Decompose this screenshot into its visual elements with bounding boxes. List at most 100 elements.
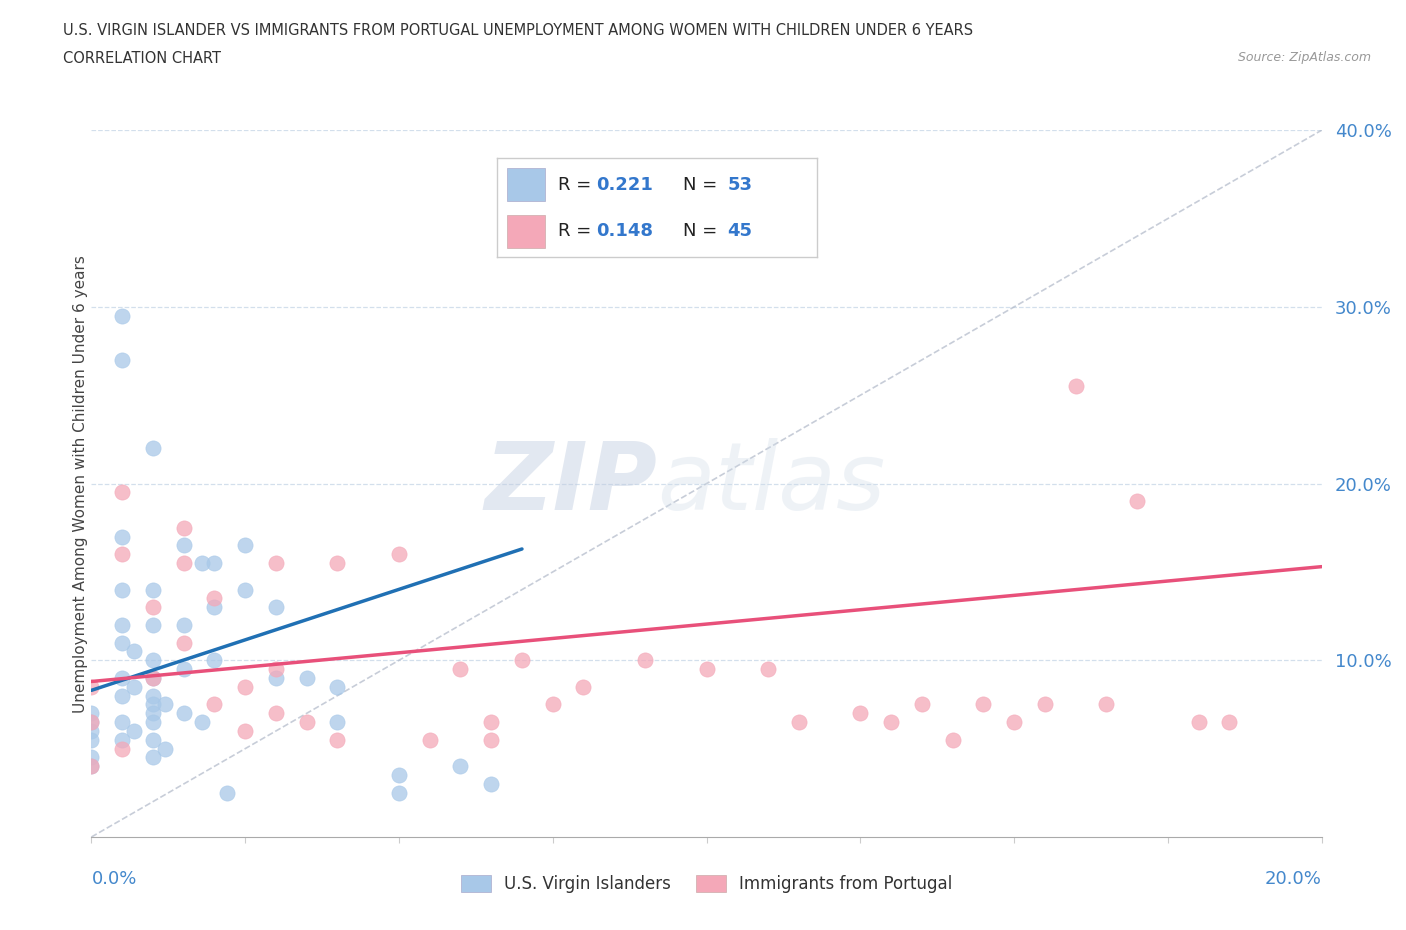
Legend: U.S. Virgin Islanders, Immigrants from Portugal: U.S. Virgin Islanders, Immigrants from P… — [454, 868, 959, 899]
Point — [142, 618, 165, 632]
Point — [479, 777, 502, 791]
Point — [173, 538, 195, 552]
Point — [142, 441, 165, 456]
Point — [880, 714, 903, 729]
Point — [388, 785, 411, 800]
Point — [202, 600, 225, 615]
Point — [1002, 714, 1025, 729]
Point — [80, 714, 103, 729]
Point — [111, 529, 134, 544]
Point — [153, 741, 177, 756]
Point — [80, 759, 103, 774]
Point — [326, 556, 349, 571]
Point — [264, 556, 287, 571]
Text: atlas: atlas — [657, 438, 886, 529]
Point — [142, 750, 165, 764]
Point — [142, 671, 165, 685]
Point — [142, 653, 165, 668]
Point — [1064, 379, 1087, 394]
Point — [264, 600, 287, 615]
Point — [388, 768, 411, 783]
Point — [111, 688, 134, 703]
Point — [111, 582, 134, 597]
Point — [202, 556, 225, 571]
Point — [142, 706, 165, 721]
Text: ZIP: ZIP — [485, 438, 657, 529]
Point — [80, 706, 103, 721]
Text: 20.0%: 20.0% — [1265, 870, 1322, 887]
Point — [111, 671, 134, 685]
Text: CORRELATION CHART: CORRELATION CHART — [63, 51, 221, 66]
Point — [572, 679, 595, 694]
Point — [911, 698, 934, 712]
Point — [202, 698, 225, 712]
Point — [215, 785, 238, 800]
Point — [124, 644, 146, 658]
Point — [479, 733, 502, 748]
Y-axis label: Unemployment Among Women with Children Under 6 years: Unemployment Among Women with Children U… — [73, 255, 87, 712]
Point — [972, 698, 994, 712]
Point — [942, 733, 965, 748]
Point — [124, 724, 146, 738]
Point — [111, 635, 134, 650]
Point — [191, 556, 214, 571]
Point — [80, 679, 103, 694]
Point — [479, 714, 502, 729]
Point — [173, 706, 195, 721]
Point — [849, 706, 872, 721]
Point — [80, 714, 103, 729]
Point — [111, 618, 134, 632]
Point — [124, 679, 146, 694]
Point — [1033, 698, 1056, 712]
Text: U.S. VIRGIN ISLANDER VS IMMIGRANTS FROM PORTUGAL UNEMPLOYMENT AMONG WOMEN WITH C: U.S. VIRGIN ISLANDER VS IMMIGRANTS FROM … — [63, 23, 973, 38]
Point — [111, 714, 134, 729]
Point — [233, 679, 256, 694]
Point — [111, 741, 134, 756]
Point — [264, 706, 287, 721]
Point — [326, 714, 349, 729]
Point — [326, 679, 349, 694]
Point — [756, 662, 779, 677]
Point — [449, 662, 471, 677]
Point — [142, 582, 165, 597]
Point — [173, 618, 195, 632]
Point — [264, 671, 287, 685]
Text: Source: ZipAtlas.com: Source: ZipAtlas.com — [1237, 51, 1371, 64]
Point — [111, 309, 134, 324]
Point — [142, 714, 165, 729]
Point — [111, 733, 134, 748]
Point — [80, 759, 103, 774]
Point — [1187, 714, 1209, 729]
Point — [1218, 714, 1240, 729]
Point — [80, 733, 103, 748]
Point — [696, 662, 718, 677]
Point — [111, 352, 134, 367]
Point — [142, 698, 165, 712]
Point — [80, 724, 103, 738]
Point — [80, 750, 103, 764]
Point — [510, 653, 533, 668]
Point — [173, 662, 195, 677]
Point — [111, 547, 134, 562]
Point — [449, 759, 471, 774]
Point — [202, 653, 225, 668]
Point — [142, 733, 165, 748]
Point — [142, 600, 165, 615]
Point — [541, 698, 564, 712]
Point — [295, 671, 318, 685]
Point — [264, 662, 287, 677]
Point — [142, 671, 165, 685]
Point — [153, 698, 177, 712]
Point — [634, 653, 657, 668]
Point — [142, 688, 165, 703]
Point — [233, 538, 256, 552]
Point — [419, 733, 441, 748]
Point — [173, 521, 195, 536]
Point — [326, 733, 349, 748]
Point — [173, 556, 195, 571]
Point — [111, 485, 134, 500]
Point — [1126, 494, 1149, 509]
Point — [191, 714, 214, 729]
Point — [173, 635, 195, 650]
Point — [233, 582, 256, 597]
